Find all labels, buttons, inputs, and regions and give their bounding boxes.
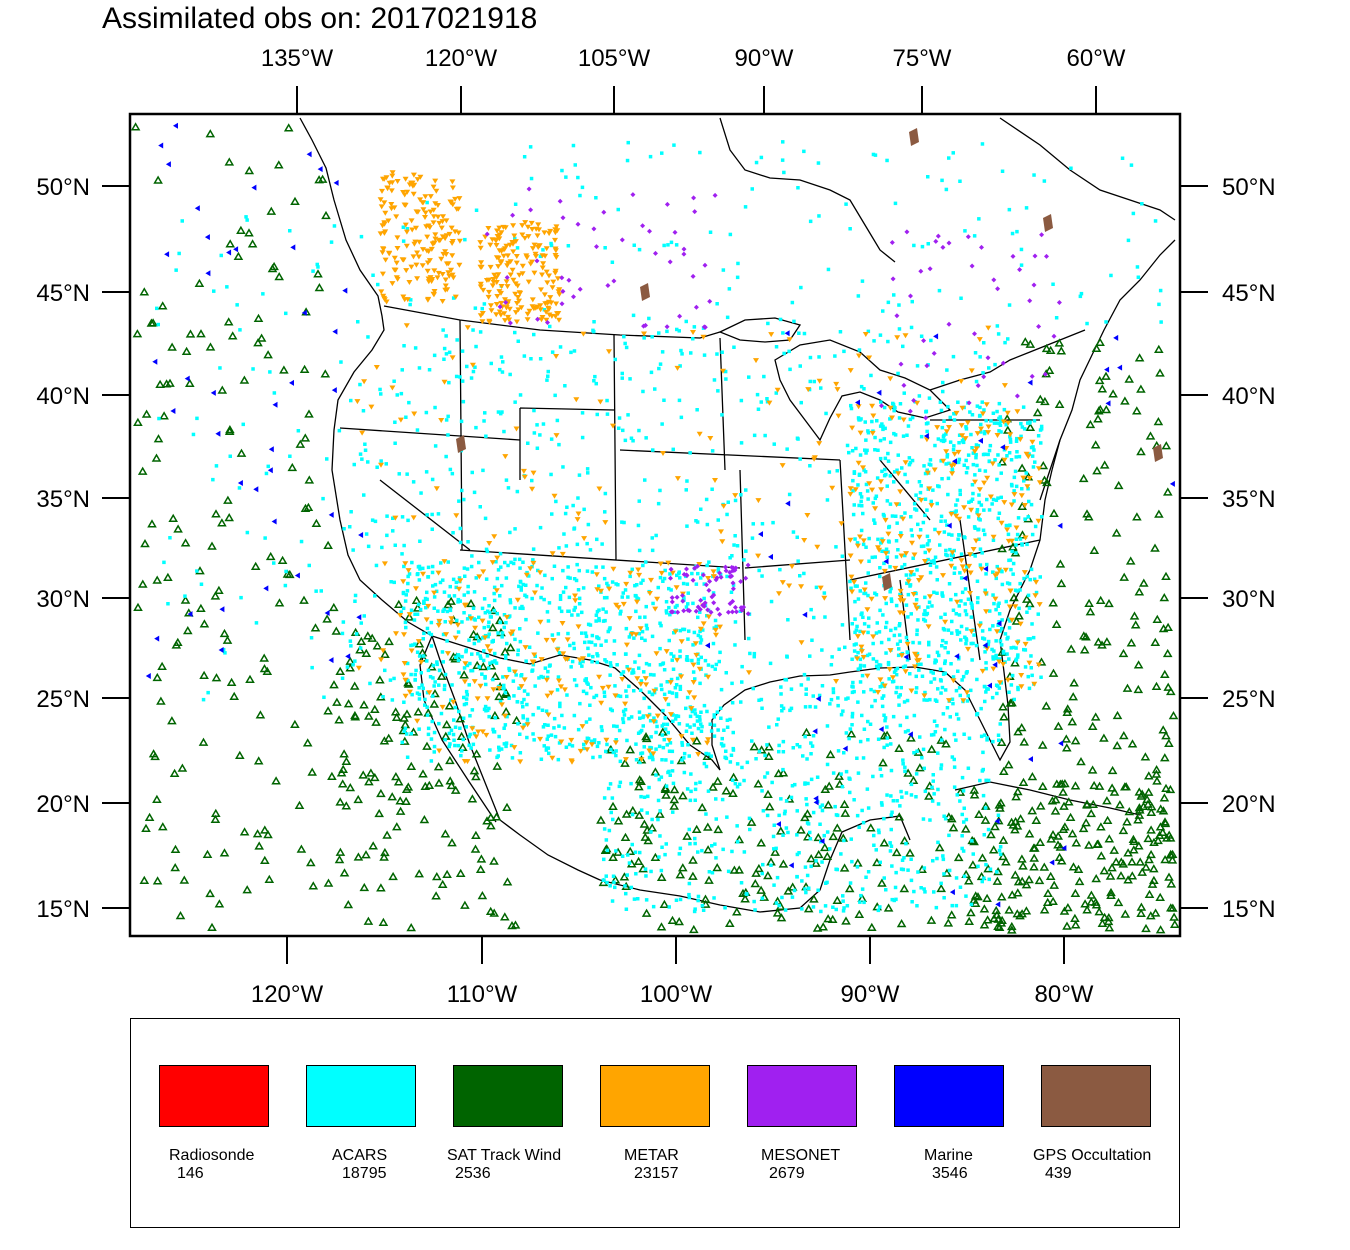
legend-item: METAR 23157 (600, 1065, 712, 1182)
axis-ticks (102, 86, 1208, 964)
marine-points (145, 122, 1175, 908)
bottom-lon-label: 80°W (1035, 981, 1094, 1008)
legend-label: SAT Track Wind (447, 1147, 562, 1164)
great-lakes-2 (718, 317, 802, 343)
legend-swatch (894, 1065, 1004, 1127)
lat-label-left: 35°N (36, 486, 90, 513)
legend-swatch (600, 1065, 710, 1127)
legend-count: 2536 (455, 1165, 491, 1182)
legend-label: GPS Occultation (1033, 1147, 1152, 1164)
lat-label-left: 15°N (36, 896, 90, 923)
mexico-border (431, 635, 721, 771)
top-lon-label: 120°W (425, 45, 498, 72)
legend-item: SAT Track Wind 2536 (447, 1065, 565, 1182)
top-lon-label: 135°W (261, 45, 334, 72)
legend-label: Radiosonde (169, 1147, 255, 1164)
legend-swatch (306, 1065, 416, 1127)
texas-gulf-coast (711, 671, 851, 771)
legend-swatch (1041, 1065, 1151, 1127)
legend-count: 23157 (634, 1165, 679, 1182)
map-frame (128, 112, 1182, 938)
legend-label: MESONET (761, 1147, 841, 1164)
canada-border (383, 305, 721, 339)
canada-east (999, 117, 1176, 221)
mexico-gulf-coast (599, 815, 911, 913)
legend: Radiosonde 146 ACARS 18795 SAT Track Wind 253… (130, 1018, 1180, 1228)
legend-item: ACARS 18795 (306, 1065, 418, 1182)
hudson-bay (719, 117, 896, 263)
top-lon-label: 75°W (893, 45, 952, 72)
lat-label-right: 40°N (1222, 383, 1276, 410)
legend-swatch (159, 1065, 269, 1127)
legend-count: 3546 (932, 1165, 968, 1182)
observation-points (130, 122, 1180, 934)
legend-item: MESONET 2679 (747, 1065, 859, 1182)
page-title: Assimilated obs on: 2017021918 (102, 2, 538, 35)
bottom-lon-label: 110°W (447, 981, 518, 1008)
lat-label-right: 45°N (1222, 280, 1276, 307)
lat-label-left: 50°N (36, 174, 90, 201)
lat-label-right: 25°N (1222, 686, 1276, 713)
bottom-lon-label: 100°W (640, 981, 713, 1008)
legend-label: METAR (624, 1147, 679, 1164)
bottom-lon-label: 120°W (251, 981, 324, 1008)
lat-label-right: 15°N (1222, 896, 1276, 923)
top-lon-label: 90°W (735, 45, 794, 72)
metar-points (354, 170, 1043, 765)
sat-track-wind-points (130, 122, 1180, 934)
legend-label: Marine (924, 1147, 973, 1164)
cuba (954, 781, 1141, 816)
lat-label-right: 50°N (1222, 174, 1276, 201)
legend-count: 439 (1045, 1165, 1072, 1182)
lat-label-left: 20°N (36, 791, 90, 818)
mesonet-points (484, 186, 1062, 617)
legend-count: 146 (177, 1165, 204, 1182)
lat-label-left: 25°N (36, 686, 90, 713)
west-coastline (299, 117, 601, 881)
legend-item: Marine 3546 (894, 1065, 1006, 1182)
lat-label-right: 35°N (1222, 486, 1276, 513)
axis-tick-labels: 135°W 120°W 105°W 90°W 75°W 60°W 120°W 110°W 100… (36, 45, 1275, 1008)
lat-label-right: 30°N (1222, 586, 1276, 613)
legend-swatch (453, 1065, 563, 1127)
legend-swatch (747, 1065, 857, 1127)
top-lon-label: 105°W (578, 45, 651, 72)
lat-label-left: 45°N (36, 280, 90, 307)
great-lakes (774, 339, 952, 442)
legend-label: ACARS (332, 1147, 388, 1164)
legend-count: 18795 (342, 1165, 387, 1182)
lat-label-right: 20°N (1222, 791, 1276, 818)
legend-item: Radiosonde 146 (159, 1065, 271, 1182)
bottom-lon-label: 90°W (841, 981, 900, 1008)
top-lon-label: 60°W (1067, 45, 1126, 72)
baja (419, 635, 497, 823)
lat-label-left: 30°N (36, 586, 90, 613)
legend-count: 2679 (769, 1165, 805, 1182)
legend-item: GPS Occultation 439 (1033, 1065, 1153, 1182)
gps-occultation-points (456, 128, 1163, 591)
lat-label-left: 40°N (36, 383, 90, 410)
